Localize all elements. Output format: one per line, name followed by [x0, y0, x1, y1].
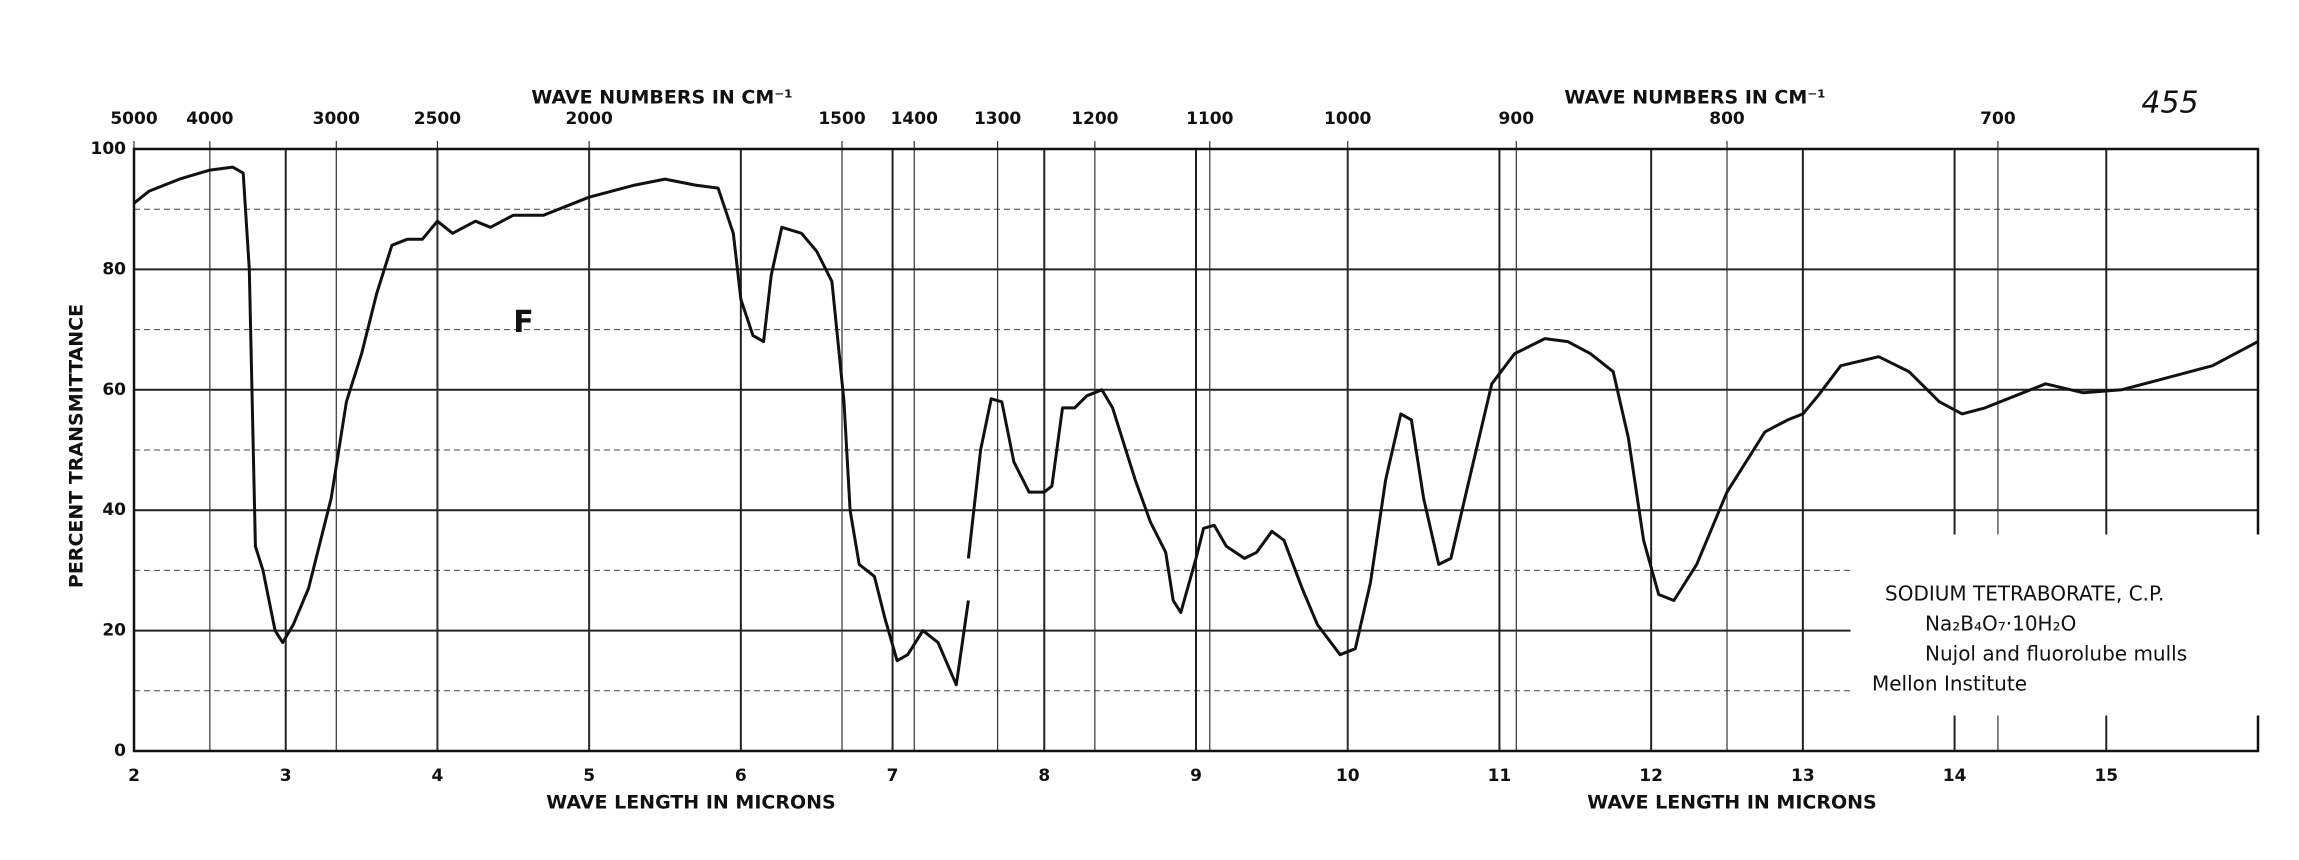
top-axis-label: WAVE NUMBERS IN CM⁻¹: [1564, 87, 1825, 109]
top-tick-label: 700: [1980, 109, 2016, 129]
top-axis-label: WAVE NUMBERS IN CM⁻¹: [531, 87, 792, 109]
y-tick-label: 40: [102, 500, 126, 520]
y-axis-label: PERCENT TRANSMITTANCE: [66, 304, 88, 588]
x-tick-label: 4: [432, 766, 444, 786]
top-tick-label: 4000: [186, 109, 233, 129]
y-tick-label: 0: [114, 741, 126, 761]
x-tick-label: 9: [1190, 766, 1202, 786]
page-number: 455: [2141, 86, 2198, 121]
top-tick-label: 900: [1499, 109, 1535, 129]
top-tick-label: 3000: [313, 109, 360, 129]
x-tick-label: 6: [735, 766, 747, 786]
legend-box: [1850, 534, 2262, 716]
plot-frame: [132, 147, 2260, 753]
top-tick-label: 1100: [1186, 109, 1233, 129]
legend-text: Mellon Institute: [1872, 672, 2027, 696]
top-tick-label: 1300: [974, 109, 1021, 129]
top-tick-label: 1500: [818, 109, 865, 129]
top-tick-label: 1200: [1071, 109, 1118, 129]
legend-text: SODIUM TETRABORATE, C.P.: [1885, 582, 2164, 606]
top-tick-label: 2500: [414, 109, 461, 129]
x-tick-label: 12: [1639, 766, 1663, 786]
y-tick-label: 20: [102, 621, 126, 641]
x-tick-label: 7: [887, 766, 899, 786]
y-tick-label: 80: [102, 259, 126, 279]
x-tick-label: 14: [1943, 766, 1967, 786]
top-tick-label: 1000: [1324, 109, 1371, 129]
x-tick-label: 15: [2094, 766, 2118, 786]
x-axis-label: WAVE LENGTH IN MICRONS: [546, 792, 835, 814]
annotation: F: [513, 305, 534, 340]
top-tick-label: 1400: [891, 109, 938, 129]
x-axis-label: WAVE LENGTH IN MICRONS: [1587, 792, 1876, 814]
x-tick-label: 8: [1038, 766, 1050, 786]
spectrum-line: [133, 165, 2259, 687]
x-tick-label: 11: [1488, 766, 1512, 786]
x-tick-label: 2: [128, 766, 140, 786]
x-tick-label: 5: [583, 766, 595, 786]
x-tick-label: 13: [1791, 766, 1815, 786]
y-tick-label: 100: [91, 139, 127, 159]
x-tick-label: 3: [280, 766, 292, 786]
x-tick-label: 10: [1336, 766, 1360, 786]
y-tick-label: 60: [102, 380, 126, 400]
top-tick-label: 2000: [565, 109, 612, 129]
top-tick-label: 5000: [110, 109, 157, 129]
legend-text: Na₂B₄O₇·10H₂O: [1925, 612, 2076, 636]
top-tick-label: 800: [1709, 109, 1745, 129]
legend-text: Nujol and fluorolube mulls: [1925, 642, 2187, 666]
